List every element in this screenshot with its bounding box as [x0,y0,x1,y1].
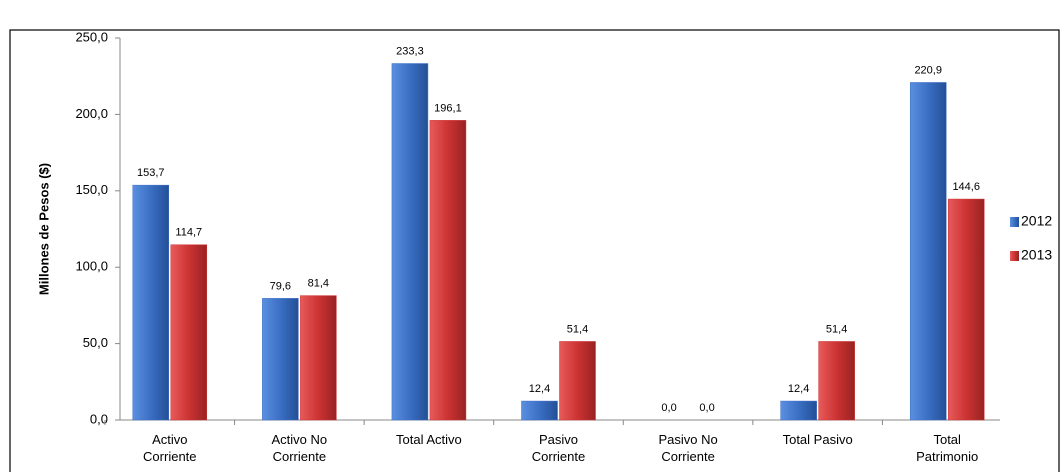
value-label: 51,4 [567,323,588,335]
y-tick-label: 0,0 [90,411,108,426]
bar [909,82,947,421]
x-tick-label: Activo No Corriente [271,432,328,464]
value-label: 0,0 [661,402,676,414]
bar [947,198,985,421]
bar [170,244,208,421]
value-label: 12,4 [788,383,809,395]
value-label: 0,0 [699,402,714,414]
x-tick-label: Activo Corriente [143,432,197,464]
bar [521,400,558,421]
bar [559,341,596,421]
y-tick-label: 250,0 [75,29,108,44]
x-tick-label: Pasivo Corriente [531,432,586,464]
bar [300,295,337,421]
value-label: 114,7 [175,227,202,239]
x-tick-label: Total Patrimonio [916,432,979,464]
chart-border [9,29,1060,472]
bar [780,400,817,421]
bar [818,341,855,421]
y-tick-label: 50,0 [83,335,108,350]
value-label: 51,4 [826,323,847,335]
y-tick-label: 100,0 [75,259,108,274]
bar [429,120,467,421]
bar [132,184,170,421]
x-tick-label: Total Pasivo [782,432,853,447]
legend-swatch [1010,217,1019,227]
value-label: 12,4 [529,383,550,395]
value-label: 79,6 [270,280,291,292]
value-label: 153,7 [137,167,165,179]
legend-swatch [1010,251,1019,261]
y-tick-label: 200,0 [75,106,108,121]
bar [391,63,429,421]
value-label: 81,4 [308,278,329,290]
legend-label: 2013 [1021,247,1052,263]
value-label: 196,1 [434,102,462,114]
x-tick-label: Total Activo [396,432,462,447]
x-tick-label: Pasivo No Corriente [658,432,718,464]
value-label: 220,9 [914,64,942,76]
y-axis-title: Millones de Pesos ($) [36,163,51,295]
value-label: 144,6 [952,181,980,193]
value-label: 233,3 [396,45,424,57]
bar [262,298,299,421]
legend-label: 2012 [1021,213,1052,229]
y-tick-label: 150,0 [75,182,108,197]
